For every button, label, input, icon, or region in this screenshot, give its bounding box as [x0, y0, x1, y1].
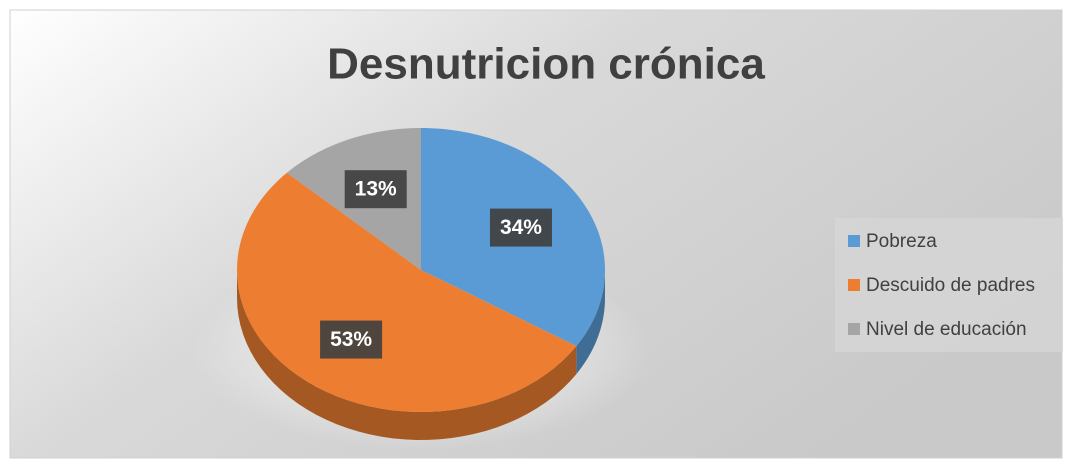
legend-box — [835, 218, 1063, 352]
legend-swatch — [848, 279, 860, 291]
pie — [237, 128, 605, 440]
chart-title: Desnutricion crónica — [327, 40, 765, 89]
legend: Pobreza Descuido de padres Nivel de educac… — [848, 231, 1035, 340]
data-label: 53% — [330, 328, 372, 351]
slice-side — [576, 270, 605, 375]
slice-side — [237, 270, 577, 440]
data-label-box — [320, 320, 383, 359]
data-label-box — [344, 170, 407, 209]
legend-swatch — [848, 323, 860, 335]
legend-label: Nivel de educación — [866, 319, 1027, 340]
data-labels: 34% 53% 13% — [320, 170, 552, 359]
legend-swatch — [848, 235, 860, 247]
data-label: 34% — [500, 216, 542, 239]
data-label-box — [489, 208, 552, 247]
data-label: 13% — [355, 178, 397, 201]
legend-label: Pobreza — [866, 231, 937, 252]
legend-label: Descuido de padres — [866, 275, 1035, 296]
